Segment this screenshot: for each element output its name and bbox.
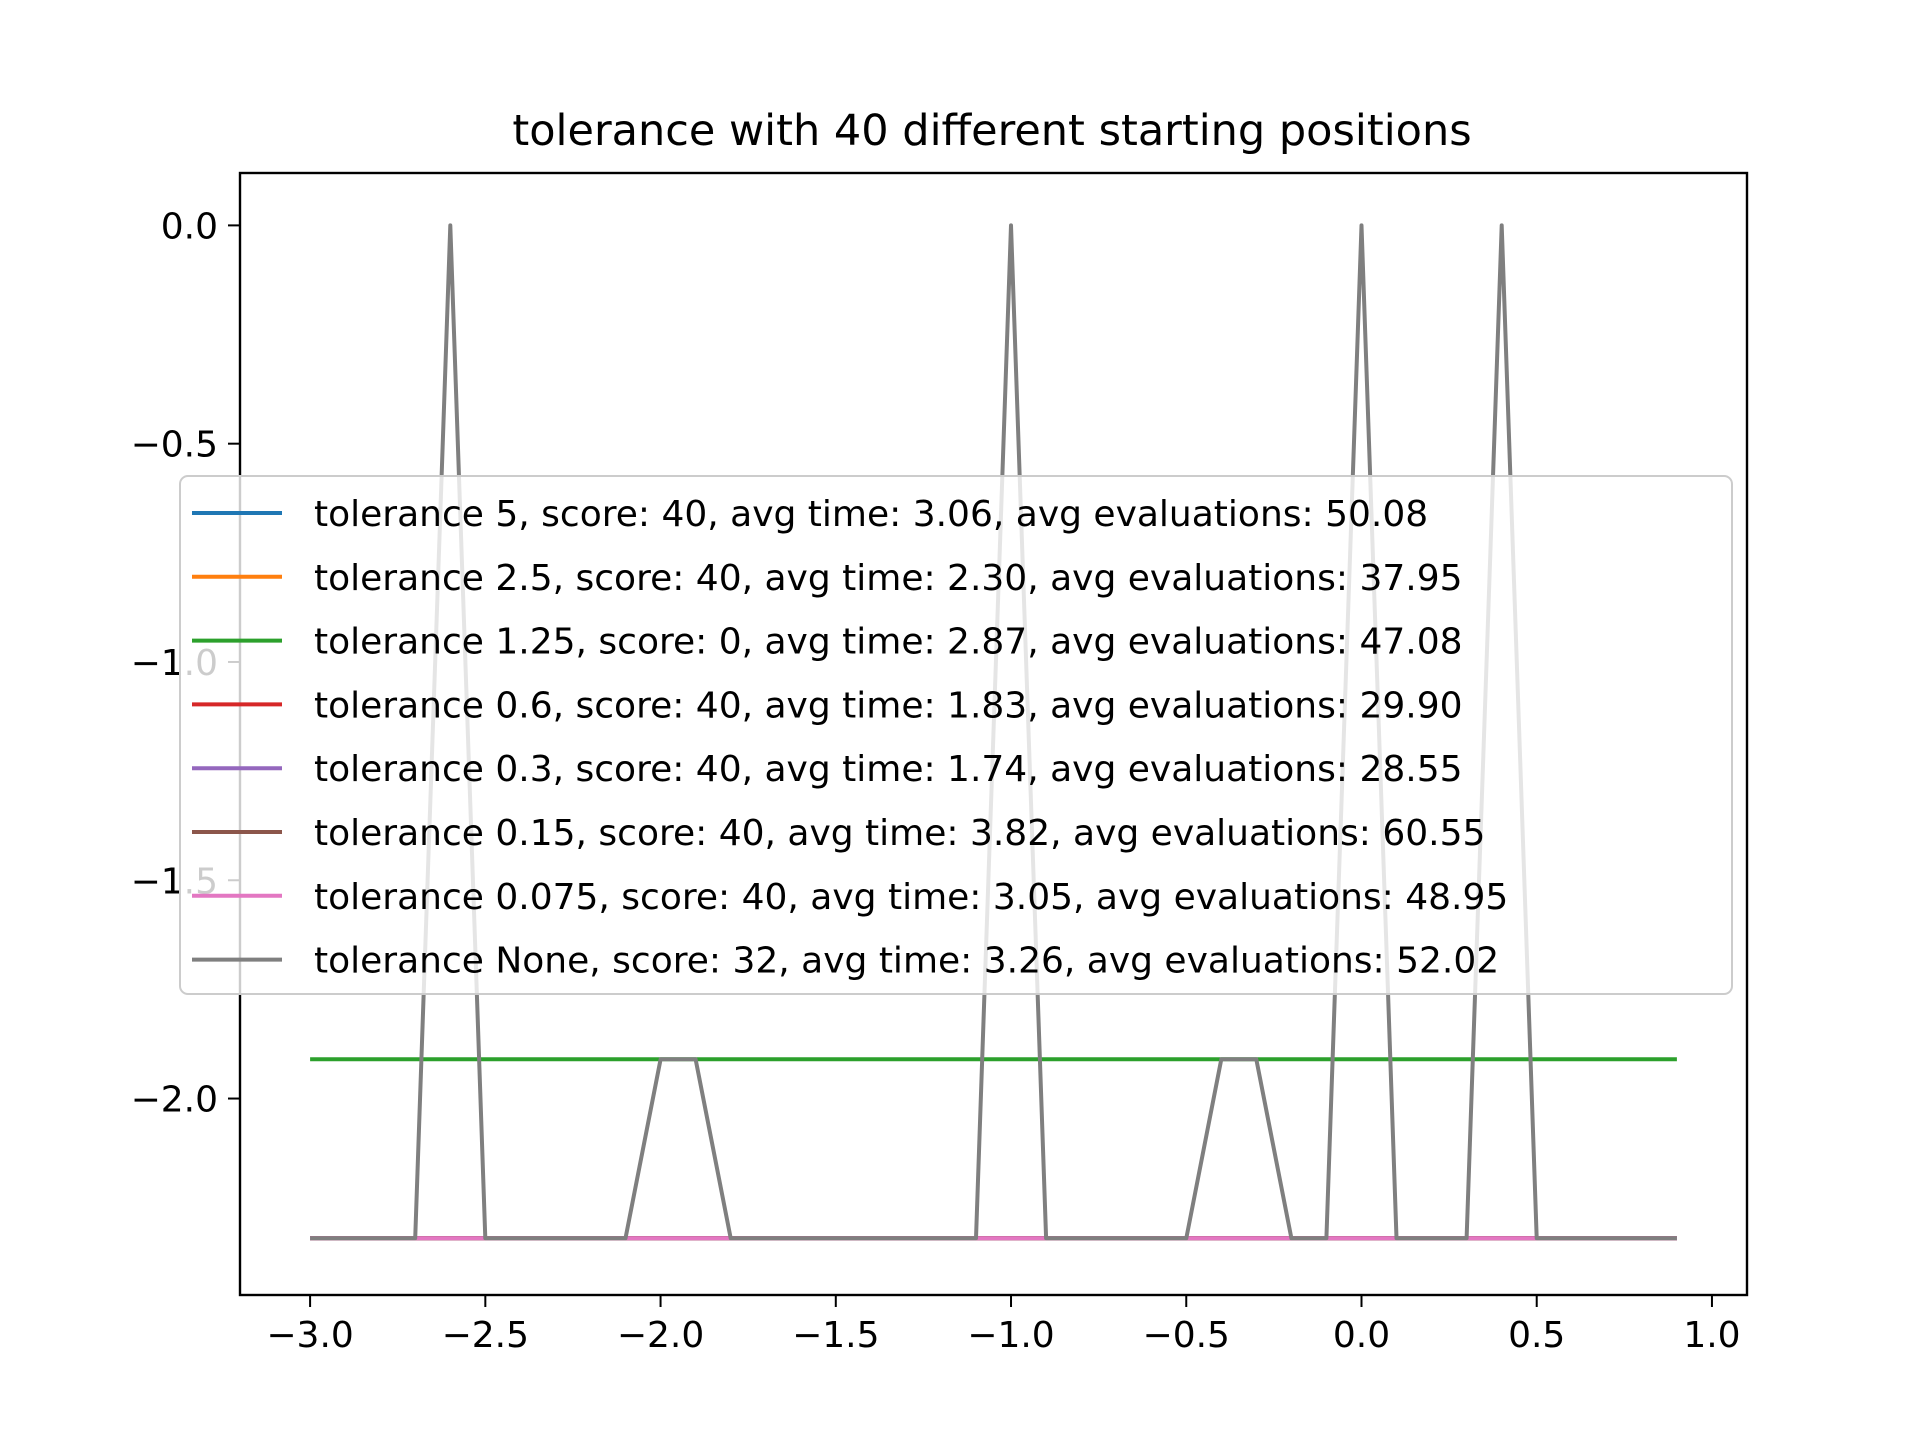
x-tick-label: 0.0 [1333,1315,1390,1356]
legend-entry-5: tolerance 0.15, score: 40, avg time: 3.8… [314,813,1485,854]
legend-entry-3: tolerance 0.6, score: 40, avg time: 1.83… [314,685,1463,726]
y-tick-label: −2.0 [131,1080,218,1121]
y-tick-label: 0.0 [161,206,218,247]
x-tick-label: 1.0 [1683,1315,1740,1356]
x-tick-label: −1.5 [792,1315,879,1356]
legend: tolerance 5, score: 40, avg time: 3.06, … [179,475,1733,995]
legend-box [179,475,1733,995]
legend-entry-7: tolerance None, score: 32, avg time: 3.2… [314,941,1499,982]
legend-entry-6: tolerance 0.075, score: 40, avg time: 3.… [314,877,1508,918]
x-tick-label: −2.5 [442,1315,529,1356]
legend-entry-0: tolerance 5, score: 40, avg time: 3.06, … [314,494,1428,535]
legend-entry-2: tolerance 1.25, score: 0, avg time: 2.87… [314,622,1463,663]
legend-entry-4: tolerance 0.3, score: 40, avg time: 1.74… [314,749,1463,790]
x-tick-label: −1.0 [967,1315,1054,1356]
x-tick-label: −3.0 [266,1315,353,1356]
x-tick-label: −2.0 [617,1315,704,1356]
legend-entry-1: tolerance 2.5, score: 40, avg time: 2.30… [314,558,1463,599]
x-tick-label: −0.5 [1143,1315,1230,1356]
y-tick-label: −0.5 [131,425,218,466]
chart-title: tolerance with 40 different starting pos… [512,106,1471,156]
x-tick-label: 0.5 [1508,1315,1565,1356]
axes-layer: −3.0 −2.5 −2.0 −1.5 −1.0 −0.5 0.0 0.5 1.0 0.0 −0.5… [131,206,1741,1356]
